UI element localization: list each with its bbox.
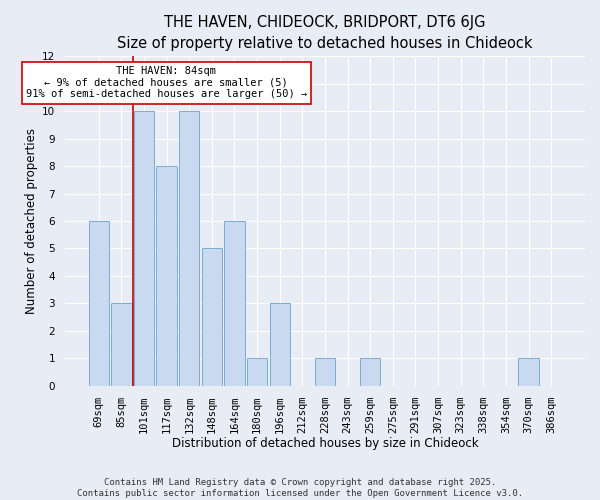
Bar <box>247 358 267 386</box>
Bar <box>89 221 109 386</box>
Title: THE HAVEN, CHIDEOCK, BRIDPORT, DT6 6JG
Size of property relative to detached hou: THE HAVEN, CHIDEOCK, BRIDPORT, DT6 6JG S… <box>117 15 533 51</box>
Bar <box>202 248 222 386</box>
Bar <box>157 166 177 386</box>
Y-axis label: Number of detached properties: Number of detached properties <box>25 128 38 314</box>
Bar <box>315 358 335 386</box>
X-axis label: Distribution of detached houses by size in Chideock: Distribution of detached houses by size … <box>172 437 478 450</box>
Bar <box>111 304 131 386</box>
Bar <box>518 358 539 386</box>
Bar <box>179 111 199 386</box>
Bar <box>224 221 245 386</box>
Text: THE HAVEN: 84sqm
← 9% of detached houses are smaller (5)
91% of semi-detached ho: THE HAVEN: 84sqm ← 9% of detached houses… <box>26 66 307 100</box>
Bar <box>134 111 154 386</box>
Text: Contains HM Land Registry data © Crown copyright and database right 2025.
Contai: Contains HM Land Registry data © Crown c… <box>77 478 523 498</box>
Bar <box>269 304 290 386</box>
Bar <box>360 358 380 386</box>
